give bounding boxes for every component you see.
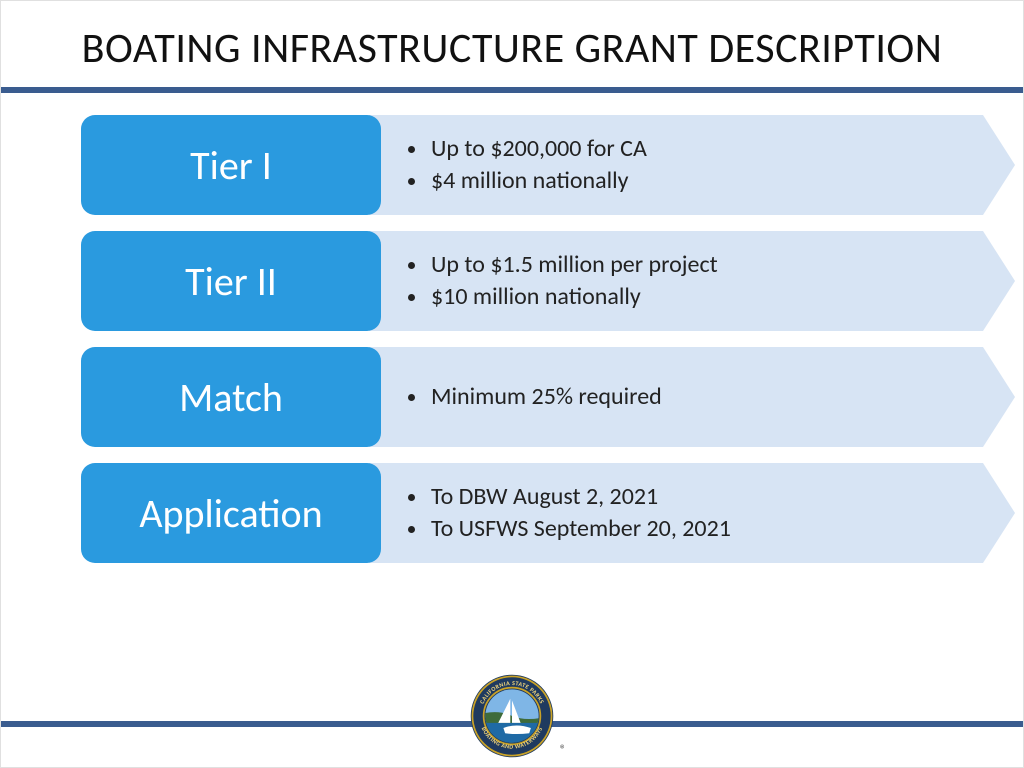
- bullet-item: Minimum 25% required: [429, 381, 662, 413]
- row-label: Match: [81, 347, 381, 447]
- slide: BOATING INFRASTRUCTURE GRANT DESCRIPTION…: [0, 0, 1024, 768]
- row-tier-1: Tier I Up to $200,000 for CA $4 million …: [81, 115, 983, 215]
- page-title: BOATING INFRASTRUCTURE GRANT DESCRIPTION: [1, 1, 1023, 87]
- arrow-body: Minimum 25% required: [369, 347, 983, 447]
- row-label: Tier I: [81, 115, 381, 215]
- bullet-list: Up to $1.5 million per project $10 milli…: [401, 249, 718, 314]
- arrow-head-icon: [983, 115, 1015, 215]
- bullet-item: $10 million nationally: [429, 281, 718, 313]
- row-application: Application To DBW August 2, 2021 To USF…: [81, 463, 983, 563]
- registered-mark: ®: [560, 743, 566, 757]
- tier-rows: Tier I Up to $200,000 for CA $4 million …: [1, 93, 1023, 563]
- bullet-item: To USFWS September 20, 2021: [429, 513, 731, 545]
- row-label: Application: [81, 463, 381, 563]
- bullet-item: Up to $1.5 million per project: [429, 249, 718, 281]
- arrow-head-icon: [983, 231, 1015, 331]
- arrow-body: Up to $1.5 million per project $10 milli…: [369, 231, 983, 331]
- bullet-item: Up to $200,000 for CA: [429, 133, 647, 165]
- bullet-list: Up to $200,000 for CA $4 million nationa…: [401, 133, 647, 198]
- bullet-list: To DBW August 2, 2021 To USFWS September…: [401, 481, 731, 546]
- bullet-list: Minimum 25% required: [401, 381, 662, 413]
- arrow-head-icon: [983, 347, 1015, 447]
- row-tier-2: Tier II Up to $1.5 million per project $…: [81, 231, 983, 331]
- row-match: Match Minimum 25% required: [81, 347, 983, 447]
- arrow-body: To DBW August 2, 2021 To USFWS September…: [369, 463, 983, 563]
- row-label: Tier II: [81, 231, 381, 331]
- bullet-item: $4 million nationally: [429, 165, 647, 197]
- arrow-head-icon: [983, 463, 1015, 563]
- arrow-body: Up to $200,000 for CA $4 million nationa…: [369, 115, 983, 215]
- bullet-item: To DBW August 2, 2021: [429, 481, 731, 513]
- dbw-seal-icon: CALIFORNIA STATE PARKS BOATING AND WATER…: [469, 673, 555, 759]
